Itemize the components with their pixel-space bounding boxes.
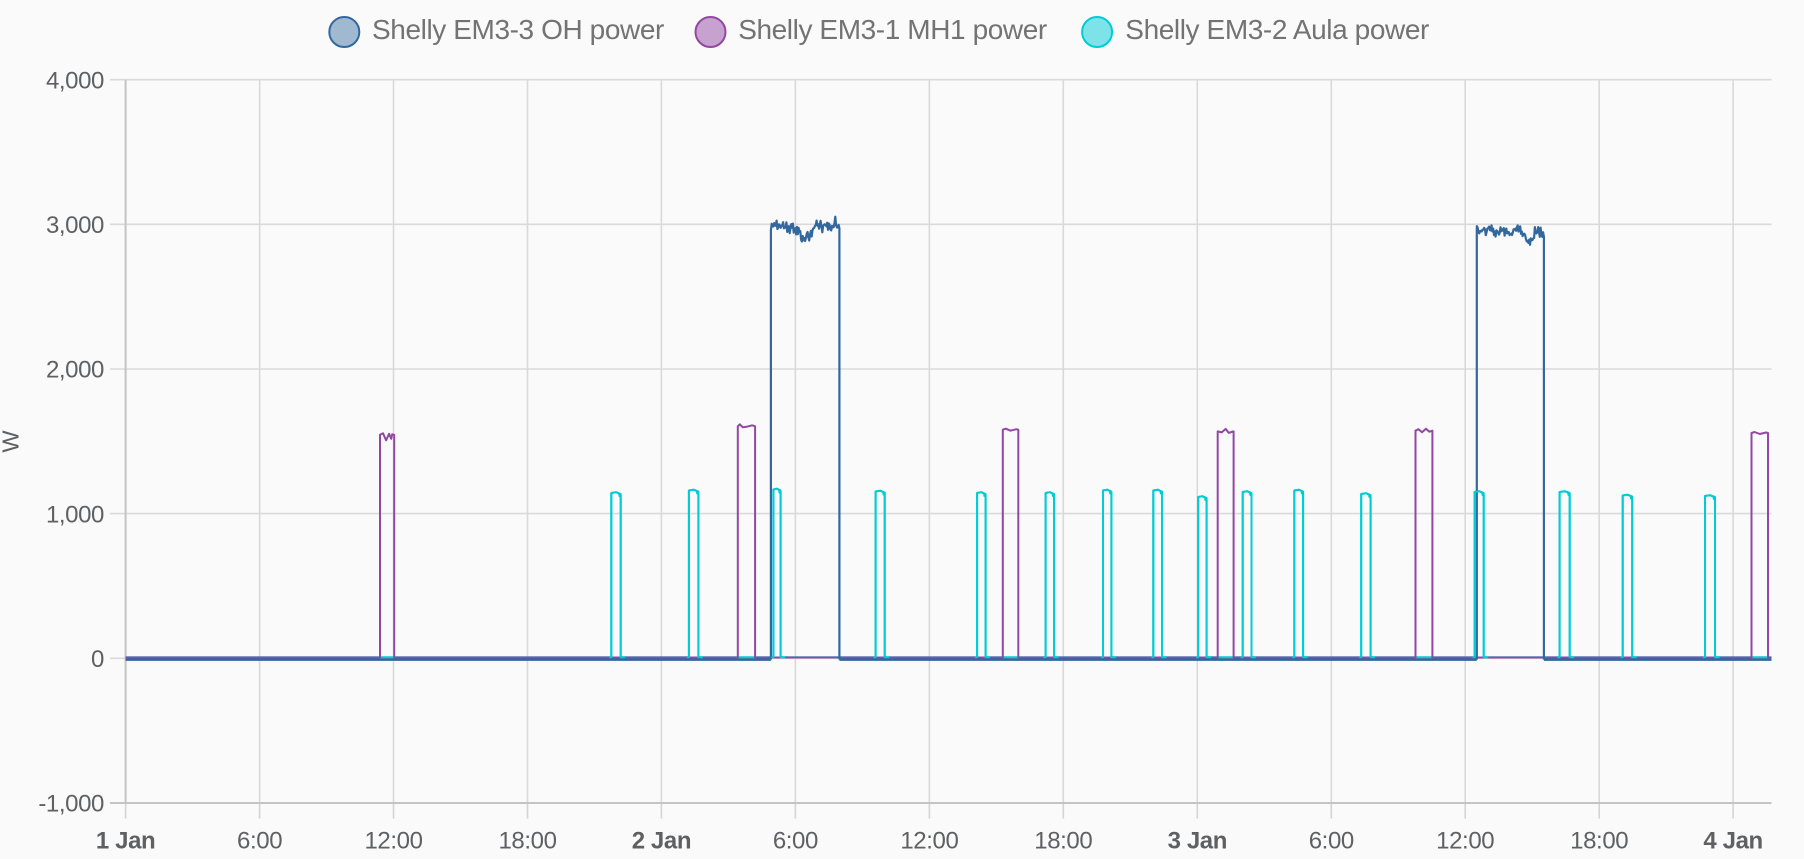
svg-text:3,000: 3,000 (46, 212, 104, 239)
svg-text:12:00: 12:00 (1436, 828, 1494, 855)
svg-text:2,000: 2,000 (46, 357, 104, 384)
svg-text:0: 0 (91, 646, 104, 673)
svg-text:18:00: 18:00 (1034, 828, 1092, 855)
svg-text:12:00: 12:00 (900, 828, 958, 855)
svg-text:1 Jan: 1 Jan (96, 828, 155, 855)
svg-text:18:00: 18:00 (1570, 828, 1628, 855)
svg-text:W: W (0, 430, 23, 453)
svg-text:Shelly EM3-1 MH1 power: Shelly EM3-1 MH1 power (738, 14, 1047, 45)
svg-text:Shelly EM3-2 Aula power: Shelly EM3-2 Aula power (1125, 14, 1429, 45)
svg-text:6:00: 6:00 (1309, 828, 1354, 855)
svg-text:3 Jan: 3 Jan (1168, 828, 1227, 855)
svg-text:4 Jan: 4 Jan (1703, 828, 1762, 855)
svg-text:-1,000: -1,000 (38, 791, 104, 818)
svg-text:1,000: 1,000 (46, 501, 104, 528)
svg-text:12:00: 12:00 (364, 828, 422, 855)
svg-text:18:00: 18:00 (498, 828, 556, 855)
svg-text:6:00: 6:00 (773, 828, 818, 855)
svg-text:2 Jan: 2 Jan (632, 828, 691, 855)
svg-text:Shelly EM3-3 OH power: Shelly EM3-3 OH power (372, 14, 664, 45)
svg-text:4,000: 4,000 (46, 67, 104, 94)
svg-text:6:00: 6:00 (237, 828, 282, 855)
